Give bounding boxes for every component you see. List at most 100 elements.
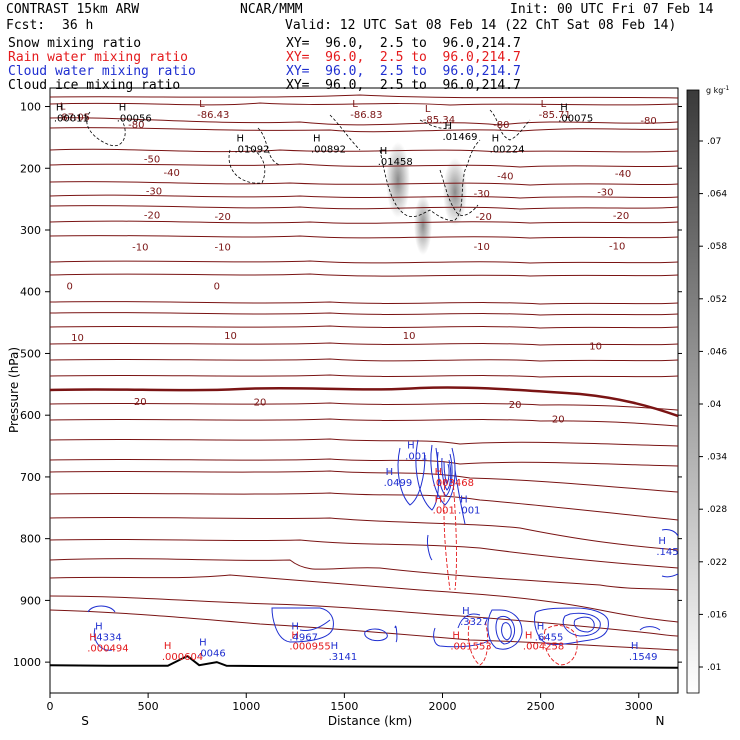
center-name: NCAR/MMM	[240, 2, 303, 17]
temperature-contour-label: 0	[214, 282, 220, 293]
cloud-water-high-marker: H	[95, 621, 103, 632]
colorbar-tick-label: .04	[707, 400, 722, 410]
temperature-low-marker: L	[425, 104, 431, 115]
cloud-water-high-value: .001	[458, 506, 480, 517]
model-name: CONTRAST 15km ARW	[6, 2, 140, 17]
x-tick-label: 0	[47, 700, 54, 713]
y-tick-label: 400	[20, 286, 41, 299]
cloud-water-high-marker: H	[407, 440, 415, 451]
snow-high-marker: H	[313, 134, 321, 145]
colorbar-unit: g kg-1	[706, 85, 730, 95]
snow-high-marker: H	[380, 146, 388, 157]
temperature-contour-label: -20	[613, 211, 629, 222]
temperature-contour-label: -20	[144, 211, 160, 222]
temperature-contour-label: -30	[146, 186, 162, 197]
init-time: Init: 00 UTC Fri 07 Feb 14	[510, 2, 714, 17]
rain-high-marker: H	[525, 631, 533, 642]
temperature-low-value: -87.05	[58, 112, 90, 123]
temperature-contour-label: -40	[497, 172, 513, 183]
rain-high-marker: H	[452, 631, 460, 642]
colorbar-tick-label: .01	[707, 663, 721, 673]
temperature-low-marker: L	[60, 101, 66, 112]
y-axis-title: Pressure (hPa)	[7, 347, 21, 433]
y-tick-label: 700	[20, 471, 41, 484]
temperature-low-value: -86.43	[197, 110, 229, 121]
cloud-water-high-marker: H	[631, 641, 639, 652]
rain-high-value: .000604	[162, 652, 203, 663]
freezing-level-contour	[50, 386, 678, 418]
temperature-contour-label: -30	[597, 188, 613, 199]
colorbar-ticks: .07 .064 .058 .052 .046 .04 .034 .028 .022 .016 .0…	[699, 137, 727, 673]
north-label: N	[656, 714, 665, 728]
colorbar-tick-label: .028	[707, 505, 727, 515]
temperature-contour-label: -30	[474, 189, 490, 200]
temperature-contour-label: 20	[134, 397, 147, 408]
snow-high-marker: H	[236, 134, 244, 145]
snow-high-marker: H	[444, 121, 452, 132]
rain-high-marker: H	[291, 631, 299, 642]
y-tick-label: 600	[20, 409, 41, 422]
colorbar-tick-label: .058	[707, 242, 727, 252]
cloud-water-high-marker: H	[386, 467, 394, 478]
cloud-water-high-marker: H	[460, 495, 468, 506]
temperature-contour-label: -80	[493, 120, 509, 131]
cloud-water-high-marker: H	[462, 606, 470, 617]
forecast-label: Fcst:	[6, 18, 46, 33]
temperature-low-marker: L	[199, 99, 205, 110]
snow-high-marker: H	[119, 103, 127, 114]
temperature-contour-label: -10	[132, 243, 148, 254]
colorbar-tick-label: .016	[707, 610, 727, 620]
x-tick-label: 1500	[330, 700, 358, 713]
snow-high-value: .01092	[234, 145, 269, 156]
cloud-water-high-value: .1549	[629, 652, 658, 663]
y-tick-label: 300	[20, 224, 41, 237]
y-tick-label: 1000	[13, 656, 41, 669]
temperature-contour-label: 0	[66, 282, 72, 293]
cloud-water-high-marker: H	[331, 641, 339, 652]
temperature-contour-label: 20	[552, 414, 565, 425]
field-xy-cloud-water: XY= 96.0, 2.5 to 96.0,214.7	[286, 64, 521, 79]
rain-high-marker: H	[435, 495, 443, 506]
y-tick-label: 900	[20, 594, 41, 607]
y-tick-label: 200	[20, 162, 41, 175]
colorbar-tick-label: .034	[707, 453, 727, 463]
y-tick-label: 500	[20, 347, 41, 360]
temperature-contour-label: -10	[474, 242, 490, 253]
field-name-cloud-water: Cloud water mixing ratio	[8, 64, 196, 79]
temperature-contour-label: -50	[144, 154, 160, 165]
field-name-rain: Rain water mixing ratio	[8, 50, 189, 65]
rain-high-value: .000955	[289, 642, 330, 653]
colorbar-tick-label: .046	[707, 347, 727, 357]
temperature-contour-label: 10	[71, 333, 84, 344]
y-tick-label: 100	[20, 101, 41, 114]
cloud-water-contours	[87, 439, 678, 651]
rain-high-marker: H	[435, 467, 443, 478]
rain-high-value: .001553	[450, 642, 491, 653]
temperature-contour-label: 10	[589, 341, 602, 352]
temperature-contour-label: -40	[164, 168, 180, 179]
rain-high-value: .003468	[433, 478, 474, 489]
cloud-water-high-value: .0499	[384, 478, 413, 489]
cloud-ice-contours	[86, 109, 531, 221]
x-tick-label: 500	[138, 700, 159, 713]
x-axis-title: Distance (km)	[328, 714, 412, 728]
rain-high-marker: H	[164, 641, 172, 652]
temperature-low-value: -85.71	[539, 110, 571, 121]
snow-high-marker: H	[560, 103, 568, 114]
cloud-water-high-value: .0046	[197, 648, 226, 659]
snow-high-value: .00224	[490, 145, 525, 156]
cloud-water-high-value: .001	[405, 451, 427, 462]
terrain-line	[50, 654, 678, 669]
rain-water-contours	[443, 479, 578, 666]
cloud-water-high-marker: H	[537, 621, 545, 632]
x-tick-label: 3000	[625, 700, 653, 713]
snow-high-marker: H	[492, 134, 500, 145]
field-name-cloud-ice: Cloud ice mixing ratio	[8, 78, 181, 93]
snow-high-value: .00075	[558, 114, 593, 125]
contour-labels: -80 -80 -80-50-40 -40 -40-30 -30 -30-20 -20 -20-…	[54, 99, 679, 663]
temperature-contours	[50, 94, 678, 651]
snow-high-value: .00056	[117, 114, 152, 125]
temperature-contour-label: 10	[403, 331, 416, 342]
cloud-water-high-marker: H	[658, 536, 666, 547]
